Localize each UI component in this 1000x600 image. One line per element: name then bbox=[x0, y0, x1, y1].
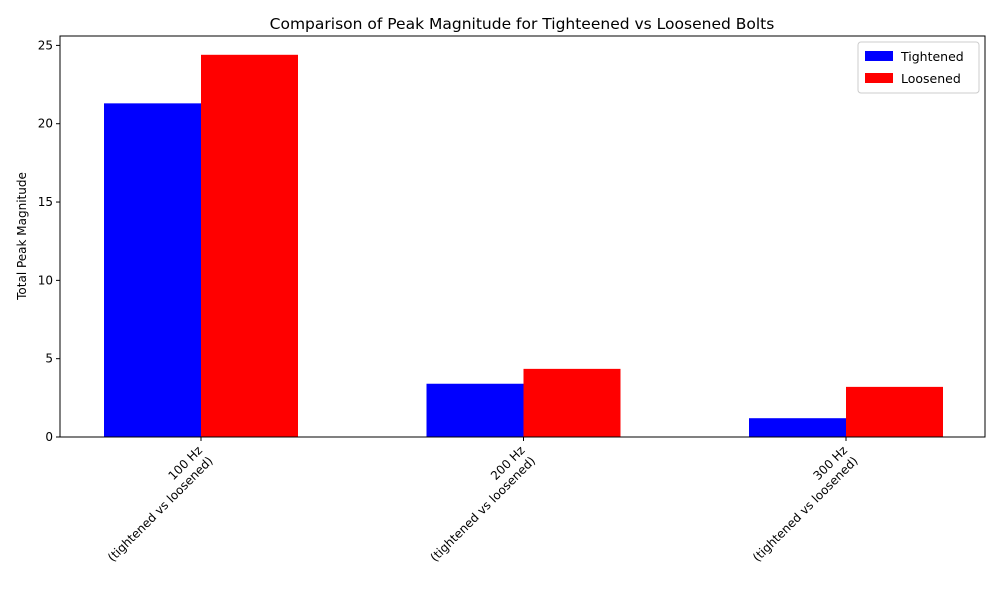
bar-loosened-0 bbox=[201, 54, 298, 437]
x-tick-label-2: 300 Hz(tightened vs loosened) bbox=[739, 443, 860, 564]
y-tick-label-3: 15 bbox=[38, 195, 53, 209]
legend: Tightened Loosened bbox=[857, 41, 980, 94]
y-tick-label-2: 10 bbox=[38, 273, 53, 287]
y-ticks: 0 5 10 15 20 25 bbox=[38, 38, 60, 444]
x-tick-label-line-0-1: (tightened vs loosened) bbox=[105, 454, 216, 565]
x-tick-label-line-1-1: (tightened vs loosened) bbox=[428, 454, 539, 565]
y-axis-label: Total Peak Magnitude bbox=[15, 172, 29, 301]
y-tick-label-0: 0 bbox=[45, 430, 53, 444]
legend-label-loosened: Loosened bbox=[901, 71, 961, 86]
chart-title: Comparison of Peak Magnitude for Tightee… bbox=[270, 15, 775, 33]
x-tick-label-1: 200 Hz(tightened vs loosened) bbox=[417, 443, 538, 564]
bar-tightened-0 bbox=[104, 103, 201, 437]
bars-layer bbox=[104, 54, 943, 437]
bar-loosened-2 bbox=[846, 386, 943, 437]
y-tick-label-5: 25 bbox=[38, 38, 53, 52]
legend-swatch-tightened bbox=[865, 51, 893, 61]
x-ticks: 100 Hz(tightened vs loosened) 200 Hz(tigh… bbox=[94, 437, 861, 565]
legend-label-tightened: Tightened bbox=[900, 49, 964, 64]
plot-frame bbox=[59, 35, 986, 438]
bar-tightened-1 bbox=[426, 383, 524, 437]
x-tick-label-line-2-1: (tightened vs loosened) bbox=[750, 454, 861, 565]
y-tick-label-1: 5 bbox=[45, 352, 53, 366]
legend-swatch-loosened bbox=[865, 73, 893, 83]
x-tick-label-0: 100 Hz(tightened vs loosened) bbox=[94, 443, 215, 564]
bar-loosened-1 bbox=[523, 368, 621, 437]
y-tick-label-4: 20 bbox=[38, 117, 53, 131]
bar-tightened-2 bbox=[749, 418, 846, 437]
